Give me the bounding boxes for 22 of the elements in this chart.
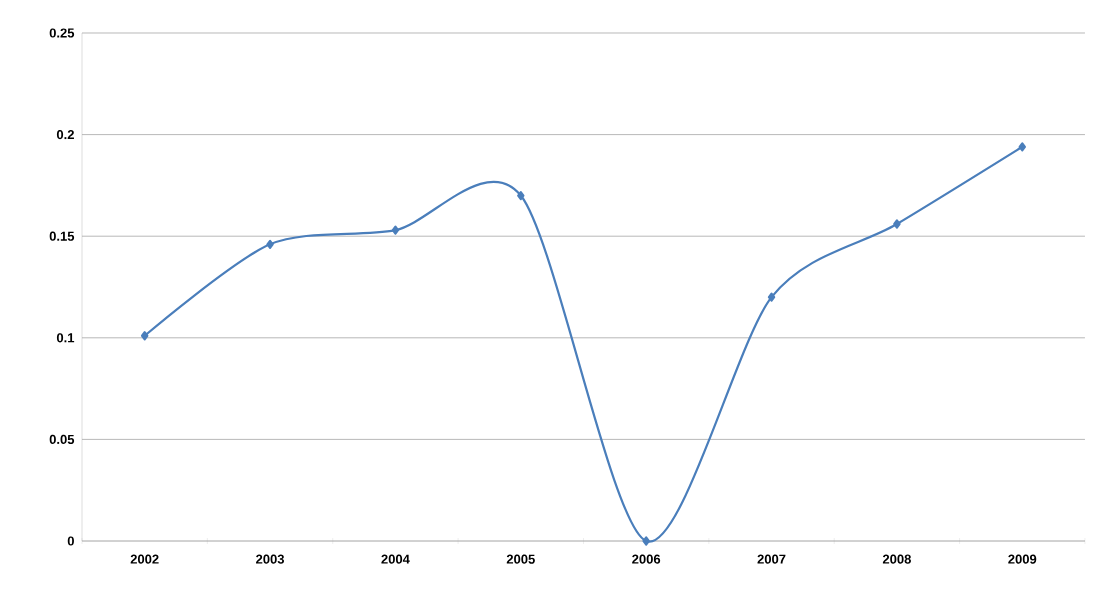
point <box>517 190 525 201</box>
point <box>391 225 400 235</box>
point <box>767 292 776 302</box>
point <box>1018 142 1027 152</box>
y-tick-label: 0.25 <box>49 28 75 38</box>
y-tick-label: 0.1 <box>56 333 75 343</box>
x-tick-label: 2002 <box>130 554 159 564</box>
y-tick-label: 0.05 <box>49 434 75 444</box>
x-tick-label: 2004 <box>381 554 410 564</box>
y-tick-label: 0.2 <box>56 129 74 140</box>
x-tick-label: 2003 <box>256 554 285 564</box>
x-tick-label: 2009 <box>1008 554 1037 564</box>
point <box>893 219 901 229</box>
y-tick-label: 0 <box>67 536 74 546</box>
x-tick-label: 2007 <box>757 554 786 564</box>
x-tick-label: 2006 <box>632 554 661 564</box>
point <box>140 331 149 341</box>
y-tick-label: 0.15 <box>49 231 75 241</box>
x-tick-label: 2005 <box>506 554 535 564</box>
point <box>266 239 274 249</box>
x-tick-label: 2008 <box>882 554 911 564</box>
point <box>642 536 650 546</box>
